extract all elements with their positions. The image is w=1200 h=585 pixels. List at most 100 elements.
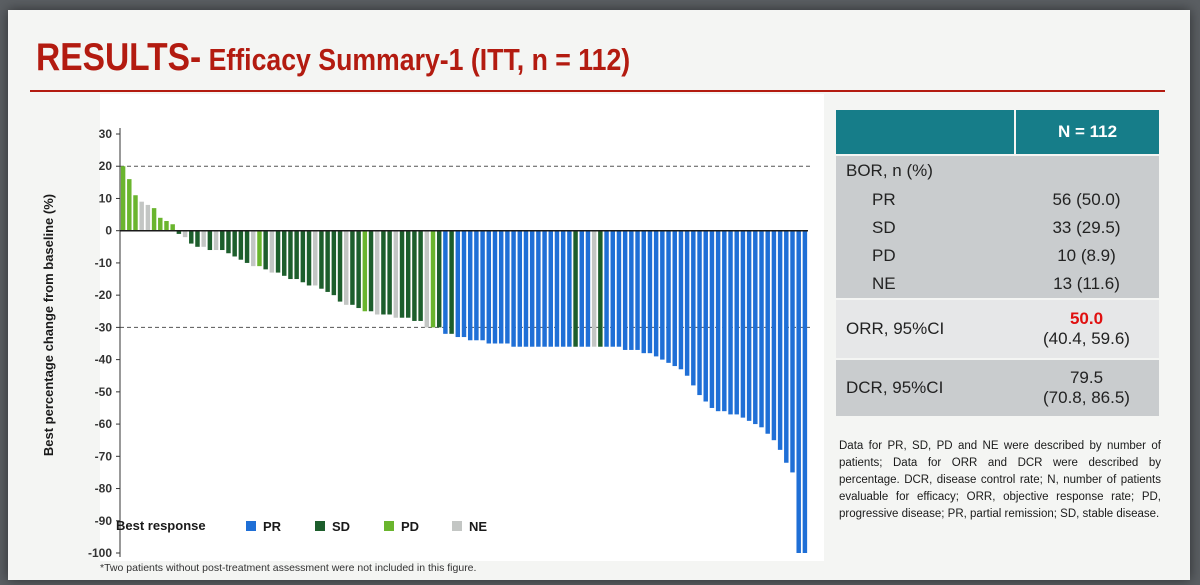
bar-pd bbox=[164, 221, 169, 231]
bar-sd bbox=[306, 230, 312, 286]
efficacy-table: N = 112 BOR, n (%) PR 56 (50.0) SD 33 (2… bbox=[836, 110, 1159, 416]
table-row-label: SD bbox=[872, 218, 896, 237]
y-tick-label: -70 bbox=[95, 449, 113, 463]
bar-sd bbox=[381, 230, 386, 315]
bar-pr bbox=[536, 230, 541, 347]
orr-cell: 50.0 (40.4, 59.6) bbox=[1014, 298, 1159, 358]
table-row-value: 56 (50.0) bbox=[1052, 190, 1121, 209]
table-row-label: PR bbox=[872, 190, 896, 209]
bar-pr bbox=[529, 230, 535, 347]
dcr-ci: (70.8, 86.5) bbox=[1043, 388, 1130, 407]
bar-pr bbox=[740, 230, 746, 418]
title-sub: Efficacy Summary-1 (ITT, n = 112) bbox=[201, 42, 631, 77]
bar-pr bbox=[455, 230, 461, 338]
bar-pr bbox=[715, 230, 721, 412]
orr-ci: (40.4, 59.6) bbox=[1043, 329, 1130, 348]
dcr-value: 79.5 bbox=[1069, 368, 1104, 387]
bar-ne bbox=[591, 230, 597, 347]
y-tick-label: 10 bbox=[99, 191, 113, 205]
y-tick-label: -10 bbox=[95, 256, 113, 270]
bar-sd bbox=[244, 230, 250, 263]
bar-sd bbox=[195, 230, 200, 247]
bar-sd bbox=[368, 230, 374, 312]
bar-pr bbox=[691, 230, 696, 386]
bar-pd bbox=[170, 224, 175, 231]
bar-pr bbox=[759, 230, 764, 428]
bar-pr bbox=[666, 230, 671, 363]
table-header-n: N = 112 bbox=[1014, 110, 1159, 154]
bar-pr bbox=[641, 230, 646, 354]
bar-sd bbox=[300, 230, 306, 283]
bor-label: BOR, n (%) bbox=[836, 154, 1014, 186]
bar-sd bbox=[232, 230, 237, 257]
bar-pr bbox=[684, 230, 690, 376]
bar-sd bbox=[263, 230, 268, 270]
bar-pr bbox=[616, 230, 622, 347]
legend-swatch-pr bbox=[246, 521, 256, 531]
bar-sd bbox=[325, 230, 330, 292]
y-tick-label: -80 bbox=[95, 482, 113, 496]
bar-sd bbox=[598, 230, 603, 347]
y-tick-label: -50 bbox=[95, 385, 113, 399]
bar-pr bbox=[753, 230, 758, 425]
bar-pr bbox=[523, 230, 529, 347]
legend-label-sd: SD bbox=[332, 519, 350, 534]
table-header-empty bbox=[836, 110, 1014, 154]
waterfall-chart: 30 20 10 0 -10 -20 -30 -40 -50 -60 -70 -80 -90 -100 B… bbox=[41, 94, 824, 561]
bar-sd bbox=[319, 230, 324, 289]
legend: Best response PR SD PD NE bbox=[116, 518, 487, 534]
bar-pr bbox=[629, 230, 634, 350]
bar-pr bbox=[734, 230, 739, 415]
bar-pr bbox=[728, 230, 733, 415]
y-tick-label: 20 bbox=[99, 159, 113, 173]
bar-pr bbox=[443, 230, 448, 334]
bar-pr bbox=[554, 230, 560, 347]
bar-pr bbox=[542, 230, 547, 347]
bar-ne bbox=[393, 230, 399, 318]
bar-ne bbox=[213, 230, 219, 251]
bar-pr bbox=[579, 230, 584, 347]
y-tick-label: -20 bbox=[95, 288, 113, 302]
dcr-label: DCR, 95%CI bbox=[836, 358, 1014, 416]
bar-pr bbox=[492, 230, 498, 344]
bar-ne bbox=[251, 230, 256, 267]
bar-sd bbox=[387, 230, 392, 315]
bar-sd bbox=[275, 230, 281, 273]
slide: RESULTS- Efficacy Summary-1 (ITT, n = 11… bbox=[8, 10, 1190, 580]
bar-sd bbox=[226, 230, 231, 254]
bar-pr bbox=[784, 230, 789, 463]
bar-ne bbox=[313, 230, 318, 286]
bar-pr bbox=[560, 230, 566, 347]
bar-ne bbox=[139, 201, 144, 231]
bar-pr bbox=[610, 230, 615, 347]
bar-pr bbox=[660, 230, 665, 360]
bar-ne bbox=[374, 230, 380, 315]
bar-pr bbox=[604, 230, 609, 347]
bar-pr bbox=[709, 230, 715, 408]
slide-title: RESULTS- Efficacy Summary-1 (ITT, n = 11… bbox=[36, 36, 630, 80]
bar-sd bbox=[288, 230, 293, 280]
table-row-value: 33 (29.5) bbox=[1052, 218, 1121, 237]
bar-pr bbox=[486, 230, 492, 344]
bar-pr bbox=[777, 230, 783, 450]
orr-label: ORR, 95%CI bbox=[836, 298, 1014, 358]
bar-pr bbox=[511, 230, 516, 347]
table-row-label: PD bbox=[872, 246, 896, 265]
legend-swatch-ne bbox=[452, 521, 462, 531]
figure-footnote: *Two patients without post-treatment ass… bbox=[100, 562, 477, 574]
bar-sd bbox=[399, 230, 405, 318]
bar-pr bbox=[622, 230, 628, 350]
legend-label-ne: NE bbox=[469, 519, 487, 534]
bar-sd bbox=[176, 230, 182, 234]
bar-pr bbox=[467, 230, 473, 341]
table-row-label: NE bbox=[872, 274, 896, 293]
bar-pd bbox=[362, 230, 368, 312]
legend-title: Best response bbox=[116, 518, 206, 533]
bar-pr bbox=[771, 230, 777, 441]
bar-pr bbox=[790, 230, 795, 473]
bar-pd bbox=[120, 166, 126, 231]
bar-sd bbox=[220, 230, 225, 251]
bar-sd bbox=[573, 230, 578, 347]
legend-swatch-pd bbox=[384, 521, 394, 531]
bar-pr bbox=[635, 230, 640, 350]
